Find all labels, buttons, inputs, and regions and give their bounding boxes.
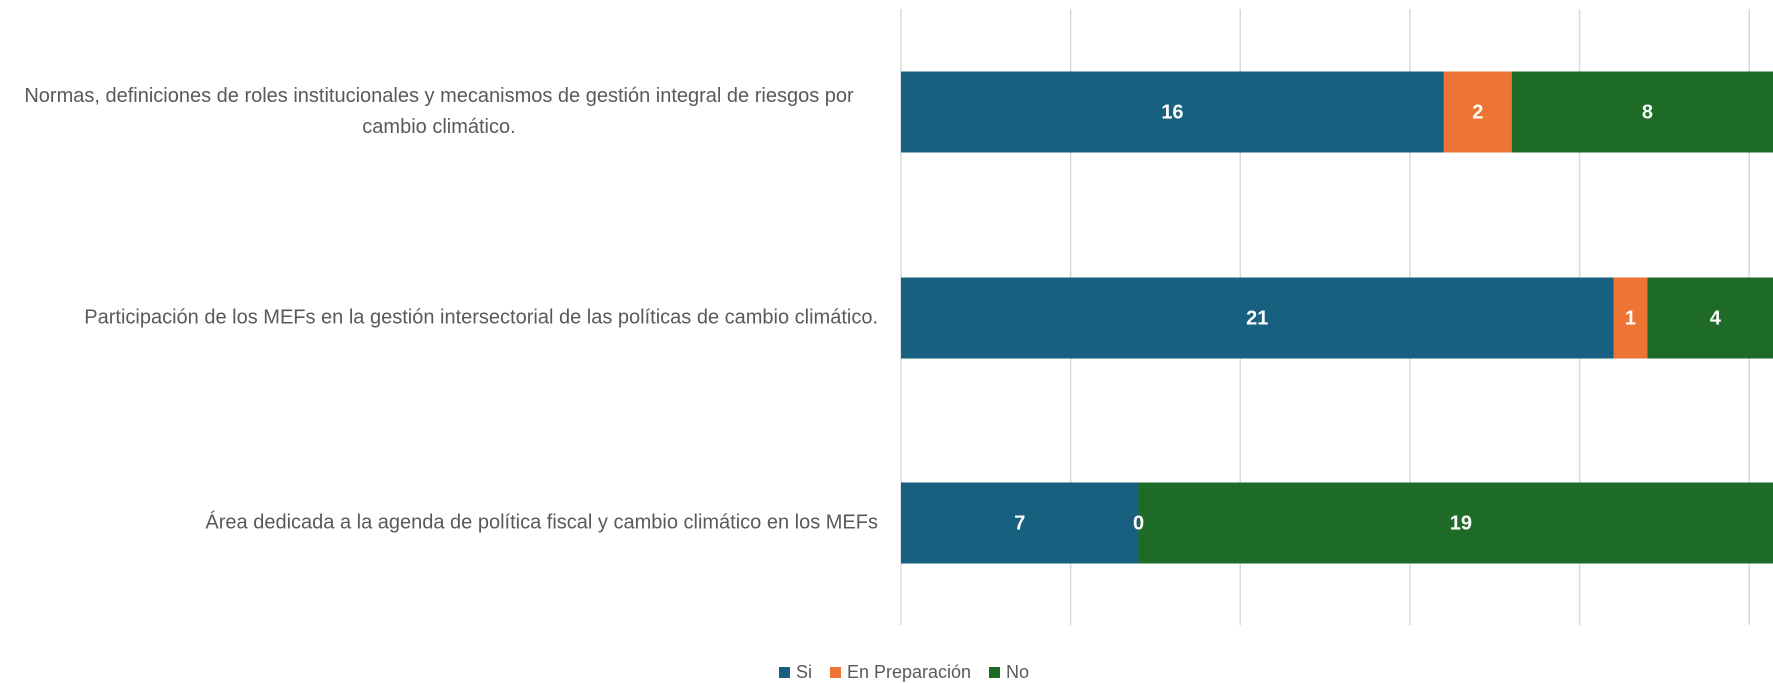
data-label: 21 <box>1246 307 1268 329</box>
data-label: 2 <box>1472 101 1483 123</box>
data-label: 8 <box>1642 101 1653 123</box>
bar-segment <box>1613 277 1648 359</box>
legend-swatch <box>778 667 790 678</box>
legend-swatch <box>989 667 1001 678</box>
bar-segment <box>1443 71 1512 153</box>
category-label: Participación de los MEFs en la gestión … <box>84 306 878 329</box>
data-label: 19 <box>1450 512 1472 534</box>
legend: Si En Preparación No <box>0 662 1773 683</box>
category-label: Área dedicada a la agenda de política fi… <box>205 511 878 534</box>
legend-item: En Preparación <box>829 662 972 683</box>
legend-label: En Preparación <box>846 662 972 682</box>
legend-item: Si <box>778 662 812 683</box>
category-label: Normas, definiciones de roles institucio… <box>24 85 854 138</box>
bar-segment <box>1511 71 1773 153</box>
legend-item: No <box>989 662 1029 683</box>
bar-segment <box>901 482 1139 564</box>
legend-label: No <box>1006 662 1030 682</box>
data-label: 16 <box>1161 101 1183 123</box>
data-label: 1 <box>1625 307 1636 329</box>
data-label: 7 <box>1014 512 1025 534</box>
legend-swatch <box>829 667 841 678</box>
legend-label: Si <box>795 662 812 682</box>
data-label: 4 <box>1710 307 1722 329</box>
bar-segment <box>901 71 1444 153</box>
bar-segment <box>1138 482 1773 564</box>
bar-segment <box>901 277 1614 359</box>
bar-segment <box>1647 277 1773 359</box>
data-label: 0 <box>1133 512 1144 534</box>
